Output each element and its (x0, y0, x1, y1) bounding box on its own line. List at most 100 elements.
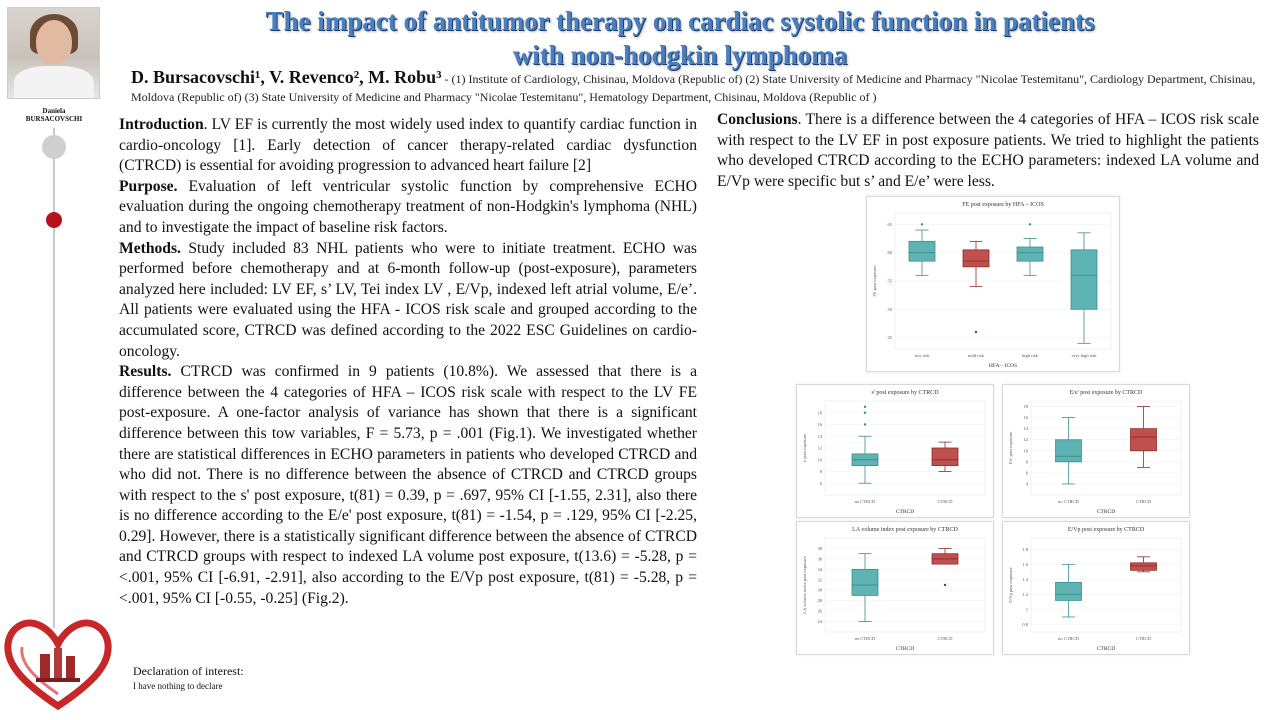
la-volume-by-ctrcd-chart: LA volume index post exposure by CTRCD 24… (802, 527, 986, 652)
presenter-first-name: Daniela (42, 107, 66, 115)
x-tick-label: very high risk (1072, 353, 1098, 358)
authors-block: D. Bursacovschi¹, V. Revenco², M. Robu³ … (131, 68, 1261, 106)
y-tick-label: 28 (818, 598, 823, 603)
box-iqr (1016, 246, 1044, 262)
x-tick-label: no CTRCD (1058, 636, 1079, 641)
y-tick-label: 4 (1026, 481, 1029, 486)
box-0 (1055, 417, 1082, 485)
box-2 (1016, 223, 1044, 276)
x-tick-label: high risk (1022, 353, 1039, 358)
y-tick-label: 8 (820, 469, 823, 474)
box-0 (908, 223, 936, 276)
x-axis-label: CTRCD (896, 646, 914, 652)
plot-area (824, 537, 986, 633)
chart-title: E/e' post exposure by CTRCD (1070, 390, 1143, 396)
y-tick-label: 50 (888, 307, 893, 312)
introduction-paragraph: Introduction. LV EF is currently the mos… (119, 115, 697, 177)
x-tick-label: CTRCD (937, 499, 953, 504)
x-axis-label: HFA – ICOS (989, 363, 1017, 369)
x-tick-label: no CTRCD (1058, 499, 1079, 504)
chart-title: E/Vp post exposure by CTRCD (1068, 527, 1145, 533)
y-tick-label: 34 (818, 567, 823, 572)
box-iqr (962, 249, 990, 268)
y-tick-label: 18 (818, 410, 823, 415)
introduction-text: . LV EF is currently the most widely use… (119, 116, 697, 175)
box-1 (1130, 556, 1157, 573)
x-tick-label: CTRCD (1136, 636, 1152, 641)
y-tick-label: 32 (818, 577, 823, 582)
outlier-point (863, 405, 867, 409)
s-prime-by-ctrcd-chart: s' post exposure by CTRCD 6 8 10 12 14 16 18 s' … (802, 390, 986, 515)
purpose-heading: Purpose. (119, 177, 178, 195)
outlier-point (920, 223, 924, 226)
outlier-point (863, 411, 867, 414)
x-axis-label: CTRCD (1097, 509, 1115, 515)
y-tick-label: 0.8 (1022, 622, 1028, 627)
purpose-text: Evaluation of left ventricular systolic … (119, 177, 697, 236)
box-0 (1055, 563, 1082, 618)
y-tick-label: 12 (818, 446, 823, 451)
outlier-point (1028, 223, 1032, 226)
x-tick-label: no CTRCD (855, 636, 876, 641)
y-tick-label: 8 (1026, 459, 1029, 464)
y-tick-label: 65 (888, 222, 893, 227)
results-text: CTRCD was confirmed in 9 patients (10.8%… (119, 363, 697, 607)
conclusions-text: . There is a difference between the 4 ca… (717, 111, 1259, 190)
y-tick-label: 1 (1026, 607, 1028, 612)
box-1 (931, 441, 959, 472)
e-over-vp-by-ctrcd-chart: E/Vp post exposure by CTRCD 0.8 1 1.2 1.4 1.6… (1008, 527, 1182, 652)
x-axis-label: CTRCD (896, 509, 914, 515)
conclusions-heading: Conclusions (717, 111, 798, 128)
box-1 (1130, 406, 1157, 468)
introduction-heading: Introduction (119, 116, 204, 133)
y-tick-label: 1.8 (1022, 547, 1028, 552)
plot-area (1030, 537, 1182, 633)
y-tick-label: 18 (1024, 404, 1029, 409)
y-tick-label: 1.4 (1022, 577, 1028, 582)
y-tick-label: 16 (1024, 415, 1029, 420)
box-iqr (851, 568, 879, 596)
y-tick-label: 16 (818, 422, 823, 427)
box-iqr (1055, 439, 1082, 463)
box-iqr (908, 240, 936, 262)
figure-2a-box: s' post exposure by CTRCD 6 8 10 12 14 16 18 s' … (796, 384, 994, 518)
presenter-last-name: BURSACOVSCHI (25, 115, 83, 123)
y-axis-label: E/e' post exposure (1008, 432, 1013, 465)
box-iqr (1055, 581, 1082, 601)
y-tick-label: 10 (818, 457, 823, 462)
y-tick-label: 1.2 (1022, 592, 1028, 597)
heart-logo-icon (4, 619, 112, 711)
affiliations: - (1) Institute of Cardiology, Chisinau,… (131, 72, 1256, 104)
y-tick-label: 14 (818, 434, 823, 439)
box-0 (851, 405, 879, 484)
y-tick-label: 10 (1024, 448, 1029, 453)
methods-text: Study included 83 NHL patients who were … (119, 239, 697, 360)
figure-2c-box: LA volume index post exposure by CTRCD 24… (796, 521, 994, 655)
box-iqr (1130, 562, 1157, 571)
results-paragraph: Results. CTRCD was confirmed in 9 patien… (119, 362, 697, 609)
chart-title: LA volume index post exposure by CTRCD (852, 527, 958, 533)
timeline-dot-grey (42, 135, 66, 159)
x-tick-label: low risk (915, 353, 930, 358)
y-tick-label: 30 (818, 588, 823, 593)
outlier-point (943, 583, 947, 587)
presenter-name: Daniela BURSACOVSCHI (4, 107, 104, 123)
y-tick-label: 45 (888, 335, 893, 340)
box-iqr (1070, 249, 1098, 310)
x-tick-label: no CTRCD (855, 499, 876, 504)
y-tick-label: 36 (818, 556, 823, 561)
x-tick-label: CTRCD (1136, 499, 1152, 504)
y-tick-label: 6 (1026, 470, 1029, 475)
e-over-e-prime-by-ctrcd-chart: E/e' post exposure by CTRCD 4 6 8 10 12 14 16 18… (1008, 390, 1182, 515)
figure-2b-box: E/e' post exposure by CTRCD 4 6 8 10 12 14 16 18… (1002, 384, 1190, 518)
box-1 (962, 240, 990, 334)
y-tick-label: 38 (818, 546, 823, 551)
chart-title: s' post exposure by CTRCD (871, 390, 939, 396)
y-tick-label: 6 (820, 481, 823, 486)
declaration-text: I have nothing to declare (133, 681, 223, 691)
y-axis-label: LA volume index post exposure (802, 556, 807, 614)
y-tick-label: 26 (818, 609, 823, 614)
poster-title: The impact of antitumor therapy on cardi… (150, 4, 1210, 72)
x-tick-label: mild risk (968, 353, 985, 358)
methods-paragraph: Methods. Study included 83 NHL patients … (119, 239, 697, 363)
